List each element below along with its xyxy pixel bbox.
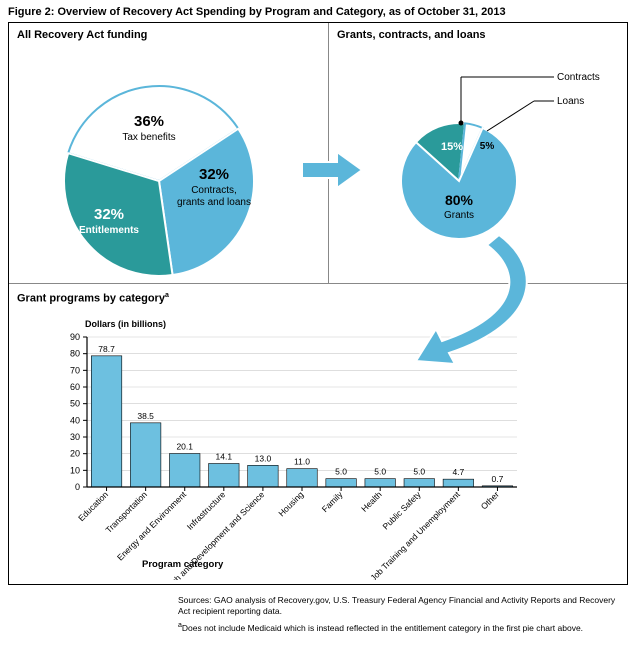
svg-text:80: 80 <box>70 348 80 358</box>
svg-text:10: 10 <box>70 465 80 475</box>
svg-text:0.7: 0.7 <box>492 473 504 483</box>
svg-text:5.0: 5.0 <box>374 466 386 476</box>
svg-text:Energy and Environment: Energy and Environment <box>115 489 189 563</box>
svg-text:Contracts,: Contracts, <box>191 185 237 196</box>
svg-text:Grants: Grants <box>444 210 474 221</box>
svg-text:Entitlements: Entitlements <box>79 225 139 236</box>
svg-text:40: 40 <box>70 415 80 425</box>
svg-text:38.5: 38.5 <box>137 410 154 420</box>
svg-text:Tax benefits: Tax benefits <box>122 132 175 143</box>
panel1-title: All Recovery Act funding <box>9 23 328 41</box>
bar-title-sup: a <box>165 292 169 299</box>
svg-text:Loans: Loans <box>557 96 584 107</box>
svg-text:70: 70 <box>70 365 80 375</box>
svg-text:78.7: 78.7 <box>98 343 115 353</box>
svg-text:4.7: 4.7 <box>452 467 464 477</box>
panel2-title: Grants, contracts, and loans <box>329 23 629 41</box>
bar-title-text: Grant programs by category <box>17 293 165 305</box>
svg-text:Program category: Program category <box>142 559 224 570</box>
arrow-curved-icon <box>379 223 579 393</box>
panel-all-funding: All Recovery Act funding 36% Tax benefits… <box>9 23 329 283</box>
svg-text:90: 90 <box>70 332 80 342</box>
svg-text:30: 30 <box>70 432 80 442</box>
svg-text:20: 20 <box>70 448 80 458</box>
svg-text:Health: Health <box>359 489 384 514</box>
svg-text:5%: 5% <box>480 141 495 152</box>
sources-text: Sources: GAO analysis of Recovery.gov, U… <box>178 595 620 617</box>
svg-text:13.0: 13.0 <box>255 453 272 463</box>
pie-all-funding: 36% Tax benefits 32% Contracts,grants and l… <box>9 41 329 281</box>
svg-text:36%: 36% <box>134 113 164 130</box>
svg-text:Contracts: Contracts <box>557 72 600 83</box>
svg-text:32%: 32% <box>94 206 124 223</box>
svg-text:Housing: Housing <box>276 489 305 518</box>
svg-text:Public Safety: Public Safety <box>381 488 424 531</box>
svg-text:grants and loans: grants and loans <box>177 197 251 208</box>
svg-text:15%: 15% <box>441 141 463 153</box>
svg-text:5.0: 5.0 <box>335 466 347 476</box>
svg-text:14.1: 14.1 <box>216 451 233 461</box>
figure-notes: Sources: GAO analysis of Recovery.gov, U… <box>8 585 628 648</box>
svg-text:50: 50 <box>70 398 80 408</box>
figure-title: Figure 2: Overview of Recovery Act Spend… <box>0 0 640 22</box>
svg-text:11.0: 11.0 <box>294 456 310 466</box>
svg-text:Dollars (in billions): Dollars (in billions) <box>85 319 166 329</box>
svg-text:Education: Education <box>76 489 110 523</box>
figure-container: All Recovery Act funding 36% Tax benefits… <box>8 22 628 585</box>
footnote-text: aDoes not include Medicaid which is inst… <box>178 621 620 634</box>
svg-text:Family: Family <box>320 488 345 513</box>
svg-text:0: 0 <box>75 482 80 492</box>
svg-text:20.1: 20.1 <box>176 441 193 451</box>
svg-text:5.0: 5.0 <box>413 466 425 476</box>
svg-text:60: 60 <box>70 382 80 392</box>
svg-text:80%: 80% <box>445 192 474 208</box>
svg-text:32%: 32% <box>199 166 229 183</box>
svg-text:Infrastructure: Infrastructure <box>185 489 228 532</box>
svg-text:Other: Other <box>479 489 501 511</box>
arrow-right-icon <box>297 145 367 195</box>
